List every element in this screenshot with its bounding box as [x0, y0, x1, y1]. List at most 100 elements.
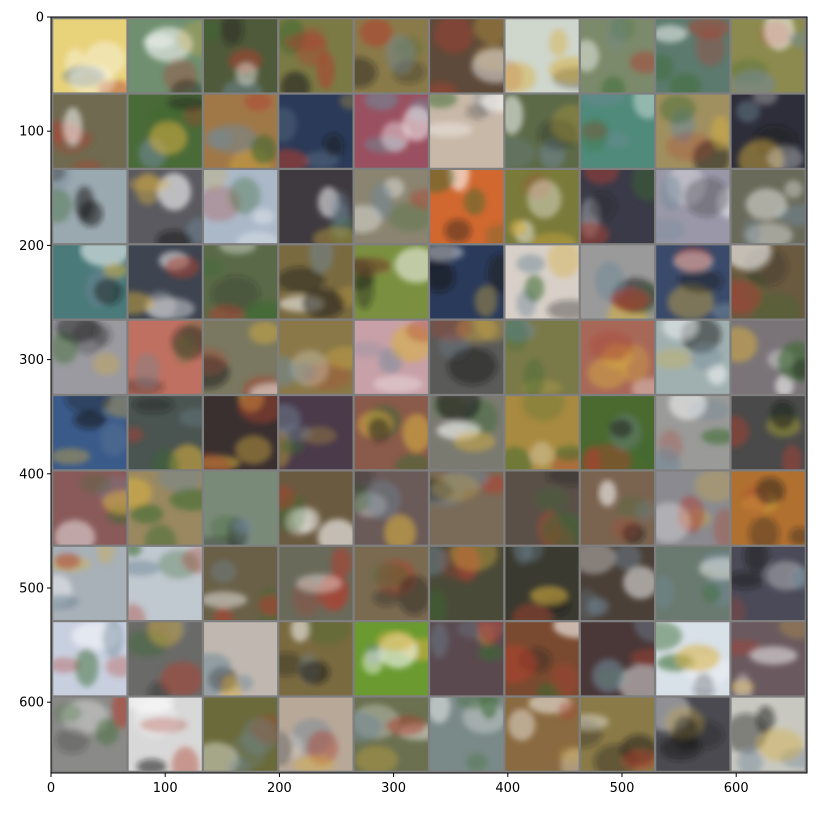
image-tile: [505, 94, 579, 168]
image-tile: [204, 320, 278, 394]
image-tile: [580, 471, 654, 545]
image-tile: [731, 471, 805, 545]
image-tile: [580, 94, 654, 168]
y-tick-label: 400: [19, 467, 44, 482]
image-tile: [354, 546, 428, 620]
image-tile: [204, 245, 278, 319]
image-tile: [53, 697, 127, 771]
image-tile: [279, 19, 353, 93]
image-tile: [128, 697, 202, 771]
y-tick-label: 0: [36, 11, 44, 26]
y-axis-ticks: 0 100 200 300 400 500 600: [19, 11, 51, 711]
x-tick-label: 600: [724, 781, 749, 796]
image-tile: [128, 622, 202, 696]
x-axis-ticks: 0 100 200 300 400 500 600: [47, 773, 749, 796]
image-tile: [656, 245, 730, 319]
image-tile: [279, 697, 353, 771]
image-tile: [53, 19, 127, 93]
image-tile: [128, 396, 202, 470]
image-tile: [354, 471, 428, 545]
image-tile: [53, 320, 127, 394]
image-tile: [204, 94, 278, 168]
image-tile: [656, 622, 730, 696]
image-tile: [505, 697, 579, 771]
image-tile: [580, 320, 654, 394]
image-tile: [279, 396, 353, 470]
image-tile: [204, 546, 278, 620]
image-tile: [354, 320, 428, 394]
image-tile: [656, 94, 730, 168]
image-tile: [656, 320, 730, 394]
image-tile: [430, 546, 504, 620]
image-tile: [354, 622, 428, 696]
image-tile: [580, 245, 654, 319]
image-tile: [731, 396, 805, 470]
image-tiles: [53, 19, 805, 771]
image-tile: [430, 622, 504, 696]
image-tile: [53, 622, 127, 696]
image-tile: [731, 19, 805, 93]
image-tile: [204, 396, 278, 470]
image-tile: [354, 94, 428, 168]
x-tick-label: 200: [267, 781, 292, 796]
image-tile: [580, 396, 654, 470]
image-tile: [580, 19, 654, 93]
image-tile: [128, 19, 202, 93]
image-tile: [53, 170, 127, 244]
x-tick-label: 400: [495, 781, 520, 796]
image-tile: [505, 546, 579, 620]
x-tick-label: 500: [610, 781, 635, 796]
image-tile: [204, 622, 278, 696]
image-tile: [53, 546, 127, 620]
image-tile: [656, 170, 730, 244]
image-tile: [731, 94, 805, 168]
y-tick-label: 100: [19, 125, 44, 140]
image-tile: [430, 396, 504, 470]
axes-frame: [50, 16, 808, 774]
y-tick-label: 200: [19, 239, 44, 254]
image-tile: [656, 697, 730, 771]
image-tile: [53, 94, 127, 168]
image-tile: [430, 320, 504, 394]
x-tick-label: 100: [153, 781, 178, 796]
image-tile: [505, 245, 579, 319]
image-tile: [279, 170, 353, 244]
image-tile: [656, 19, 730, 93]
image-tile: [430, 471, 504, 545]
image-tile: [279, 320, 353, 394]
image-tile: [204, 471, 278, 545]
x-tick-label: 0: [47, 781, 55, 796]
image-tile: [279, 622, 353, 696]
image-tile: [505, 320, 579, 394]
image-tile: [505, 622, 579, 696]
image-tile: [580, 697, 654, 771]
image-tile: [430, 19, 504, 93]
image-tile: [354, 396, 428, 470]
image-tile: [204, 697, 278, 771]
image-tile: [505, 19, 579, 93]
image-tile: [731, 622, 805, 696]
image-tile: [204, 19, 278, 93]
image-tile: [354, 170, 428, 244]
image-tile: [430, 94, 504, 168]
x-tick-label: 300: [381, 781, 406, 796]
image-tile: [505, 396, 579, 470]
image-tile: [731, 697, 805, 771]
image-tile: [354, 245, 428, 319]
image-tile: [505, 471, 579, 545]
image-tile: [279, 94, 353, 168]
image-tile: [656, 471, 730, 545]
image-tile: [656, 546, 730, 620]
y-tick-label: 300: [19, 353, 44, 368]
image-tile: [731, 245, 805, 319]
image-tile: [430, 245, 504, 319]
image-tile: [731, 546, 805, 620]
image-tile: [279, 546, 353, 620]
image-tile: [580, 170, 654, 244]
image-tile: [53, 471, 127, 545]
image-tile: [128, 245, 202, 319]
image-tile: [580, 546, 654, 620]
image-tile: [53, 245, 127, 319]
image-tile: [128, 94, 202, 168]
